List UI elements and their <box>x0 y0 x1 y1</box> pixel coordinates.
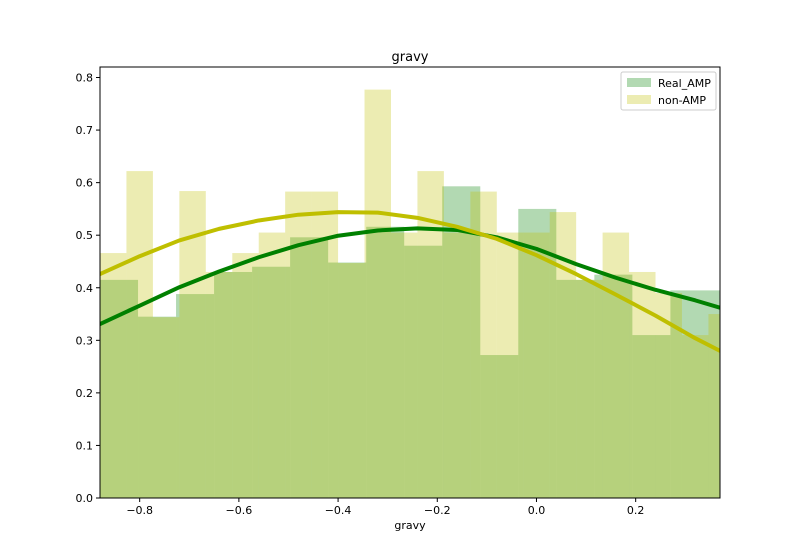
histogram-bar <box>252 266 291 498</box>
histogram-bar <box>632 335 671 498</box>
legend-label: Real_AMP <box>658 77 711 90</box>
kde-line-real-amp <box>100 226 720 327</box>
legend-label: non-AMP <box>658 94 706 107</box>
histogram-bar <box>328 262 367 498</box>
histogram-bar <box>366 226 405 498</box>
axes-frame <box>99 66 721 499</box>
histogram-bar <box>205 271 233 498</box>
histogram-bar <box>523 232 550 498</box>
histogram-bar <box>214 271 253 498</box>
histogram-bar <box>708 314 720 498</box>
histogram-bar <box>258 232 286 498</box>
chart-title: gravy <box>392 50 429 65</box>
axes: −0.8 −0.6 −0.4 −0.2 0.0 0.2 0.0 0.1 0.2 0.3 0.4 0.5… <box>76 66 721 517</box>
histogram-bar <box>338 263 365 498</box>
series-bars-real-amp <box>100 186 720 498</box>
x-tick-label: −0.2 <box>424 504 451 517</box>
y-tick-label: 0.2 <box>76 387 94 400</box>
histogram-bar <box>391 232 418 498</box>
legend-swatch <box>627 78 651 87</box>
legend-box <box>620 71 717 111</box>
y-tick-label: 0.5 <box>76 229 94 242</box>
histogram-bar <box>442 186 481 498</box>
y-tick-label: 0.7 <box>76 124 94 137</box>
histogram-bar <box>364 89 392 498</box>
y-tick-label: 0.3 <box>76 334 94 347</box>
histogram-bar <box>470 191 497 498</box>
histogram-bar <box>443 232 471 498</box>
histogram-bar <box>100 253 127 498</box>
histogram-bar <box>576 279 603 498</box>
histogram-bar <box>126 171 153 498</box>
x-tick-label: 0.2 <box>627 504 645 517</box>
x-tick-label: −0.4 <box>325 504 352 517</box>
histogram-bar <box>176 294 215 498</box>
plot-inner <box>100 89 720 498</box>
legend: Real_AMP non-AMP <box>620 71 717 111</box>
histogram-bar <box>285 191 312 498</box>
histogram-bar <box>417 171 444 498</box>
histogram-bar <box>602 232 630 498</box>
y-tick-label: 0.1 <box>76 439 94 452</box>
kde-line-non-amp <box>100 210 720 353</box>
y-tick-label: 0.6 <box>76 177 94 190</box>
histogram-bar <box>681 335 709 498</box>
x-tick-label: −0.6 <box>226 504 253 517</box>
histogram-bar <box>290 237 329 498</box>
plot-area <box>100 89 720 498</box>
histogram-bar <box>670 290 720 498</box>
histogram-bar <box>232 253 259 498</box>
x-tick-label: −0.8 <box>126 504 153 517</box>
histogram-bar <box>404 245 443 498</box>
x-axis-label: gravy <box>394 519 426 532</box>
histogram-bar <box>556 279 595 498</box>
histogram-bar <box>480 355 519 498</box>
histogram-bar <box>138 316 177 498</box>
histogram-bar <box>496 232 524 498</box>
y-tick-label: 0.8 <box>76 72 94 85</box>
y-tick-label: 0.0 <box>76 492 94 505</box>
histogram-bar <box>179 191 206 498</box>
histogram-bar <box>594 274 633 498</box>
x-tick-label: 0.0 <box>528 504 546 517</box>
histogram-bar <box>152 317 180 498</box>
y-tick-label: 0.4 <box>76 282 94 295</box>
legend-swatch <box>627 95 651 104</box>
